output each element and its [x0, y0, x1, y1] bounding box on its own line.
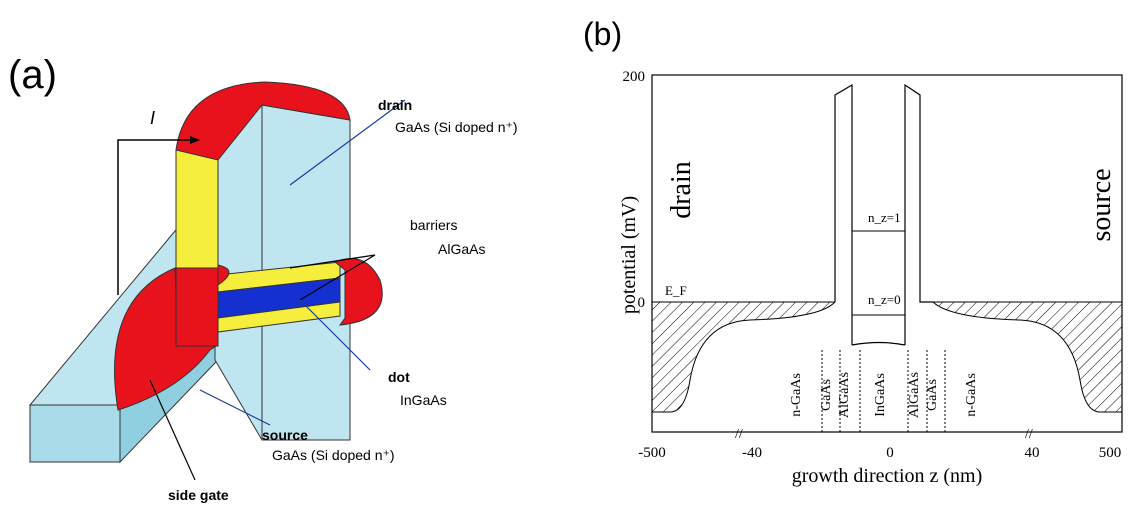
figure: (a) I drain GaAs (Si doped n⁺) bar — [0, 0, 1130, 509]
level-label: n_z=1 — [868, 210, 901, 225]
panel-a: (a) I drain GaAs (Si doped n⁺) bar — [8, 53, 518, 503]
region-label: AlGaAs — [907, 372, 922, 418]
panel-label: (b) — [583, 16, 622, 52]
region-label: AlGaAs — [837, 372, 852, 418]
region-label: InGaAs — [873, 373, 888, 417]
x-tick-label: -500 — [638, 445, 666, 461]
panel-b: (b) n_z=1 n_z=0 E_F // // 200 0 -500 -40… — [583, 16, 1122, 487]
source-label: source — [262, 427, 308, 443]
x-tick-label: -40 — [742, 445, 762, 461]
well-bottom — [852, 343, 905, 346]
drain-material: GaAs (Si doped n⁺) — [395, 119, 518, 135]
side-label: drain — [666, 161, 697, 219]
x-axis-label: growth direction z (nm) — [792, 465, 983, 487]
barriers-label: barriers — [410, 217, 457, 233]
region-label: n-GaAs — [964, 373, 979, 417]
left-barrier — [835, 85, 852, 345]
region-label: GaAs — [819, 379, 834, 411]
level-label: n_z=0 — [868, 292, 901, 307]
side-label: source — [1086, 168, 1117, 241]
dot-material: InGaAs — [400, 392, 447, 408]
x-tick-label: 0 — [886, 445, 894, 461]
x-tick-label: 40 — [1025, 445, 1040, 461]
region-label: n-GaAs — [789, 373, 804, 417]
dot-label: dot — [388, 369, 410, 385]
drain-label: drain — [378, 97, 412, 113]
y-axis-label: potential (mV) — [618, 196, 640, 314]
source-pillar — [176, 268, 218, 346]
source-material: GaAs (Si doped n⁺) — [272, 447, 395, 463]
right-barrier — [905, 85, 933, 345]
axis-break: // — [735, 427, 743, 442]
x-tick-label: 500 — [1099, 445, 1122, 461]
panel-label: (a) — [8, 53, 57, 97]
side-gate-label: side gate — [168, 487, 229, 503]
axis-break: // — [1025, 427, 1033, 442]
hatched-source — [933, 302, 1122, 412]
hatched-drain — [652, 302, 835, 412]
current-label: I — [150, 108, 155, 128]
fermi-label: E_F — [665, 283, 687, 298]
slab-front — [30, 405, 120, 462]
y-tick-label: 200 — [623, 69, 646, 85]
barriers-material: AlGaAs — [438, 241, 485, 257]
